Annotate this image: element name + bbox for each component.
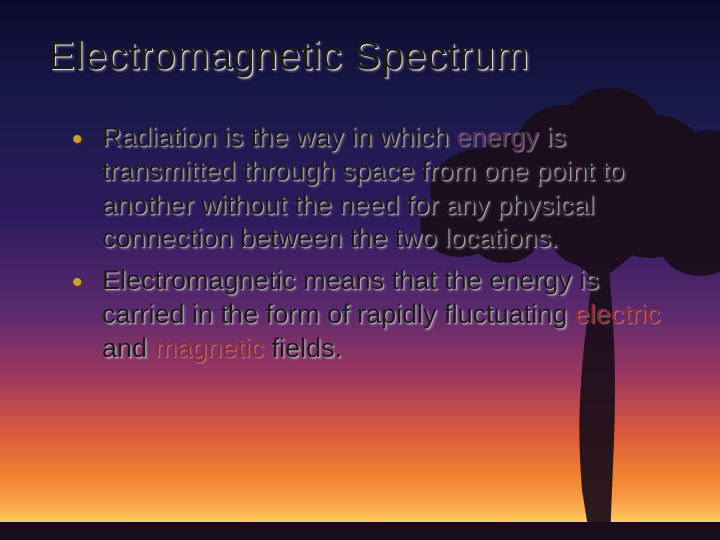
bullet-text: Electromagnetic means that the energy is… bbox=[102, 265, 599, 329]
bullet-item: Radiation is the way in which energy is … bbox=[78, 121, 672, 256]
bullet-text: Radiation is the way in which bbox=[102, 122, 456, 152]
highlight-electric: electric bbox=[575, 299, 661, 329]
highlight-energy: energy bbox=[456, 122, 539, 152]
slide-content: Electromagnetic Spectrum Radiation is th… bbox=[0, 0, 720, 365]
bullet-text: and bbox=[102, 333, 155, 363]
bullet-list: Radiation is the way in which energy is … bbox=[48, 121, 672, 365]
ground-silhouette bbox=[0, 522, 720, 540]
highlight-magnetic: magnetic bbox=[155, 333, 265, 363]
bullet-item: Electromagnetic means that the energy is… bbox=[78, 264, 672, 365]
bullet-text: fields. bbox=[264, 333, 342, 363]
slide-title: Electromagnetic Spectrum bbox=[48, 34, 672, 79]
slide: Electromagnetic Spectrum Radiation is th… bbox=[0, 0, 720, 540]
